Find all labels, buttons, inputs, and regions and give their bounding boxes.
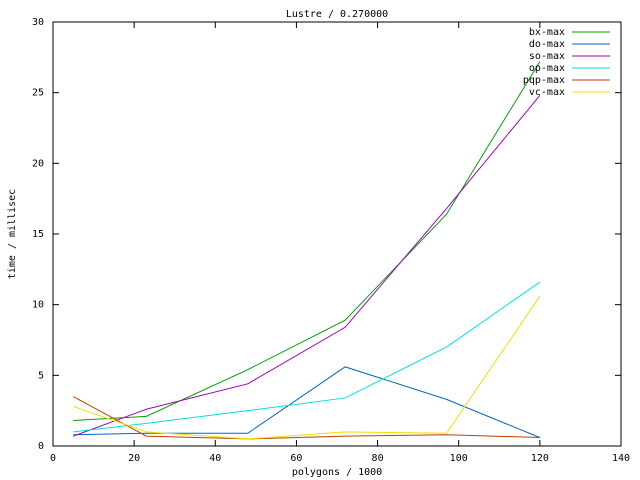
series-line	[73, 396, 540, 440]
series-line	[73, 295, 541, 440]
legend-label: pqp-max	[523, 75, 565, 86]
x-tick-label: 100	[450, 453, 468, 464]
chart-title: Lustre / 0.270000	[286, 9, 388, 20]
series-line	[73, 366, 541, 438]
legend-label: bx-max	[529, 27, 565, 38]
x-tick-label: 0	[50, 453, 56, 464]
y-tick-label: 15	[32, 229, 44, 240]
x-tick-label: 140	[612, 453, 630, 464]
x-tick-label: 60	[290, 453, 302, 464]
series-line	[73, 61, 541, 422]
y-tick-label: 0	[38, 441, 44, 452]
y-tick-label: 25	[32, 88, 44, 99]
plot-border	[52, 21, 622, 447]
x-tick-label: 40	[209, 453, 221, 464]
y-tick-label: 5	[38, 370, 44, 381]
y-tick-label: 20	[32, 158, 44, 169]
y-tick-label: 30	[32, 17, 44, 28]
y-axis-label: time / millisec	[7, 189, 18, 279]
series-line	[73, 281, 541, 433]
legend-label: op-max	[529, 63, 565, 74]
x-tick-label: 120	[531, 453, 549, 464]
series-line	[73, 95, 541, 437]
y-tick-label: 10	[32, 300, 44, 311]
x-tick-label: 20	[128, 453, 140, 464]
legend-label: so-max	[529, 51, 565, 62]
x-axis-label: polygons / 1000	[292, 467, 382, 478]
legend-label: vc-max	[529, 87, 565, 98]
legend-label: do-max	[529, 39, 565, 50]
x-tick-label: 80	[372, 453, 384, 464]
